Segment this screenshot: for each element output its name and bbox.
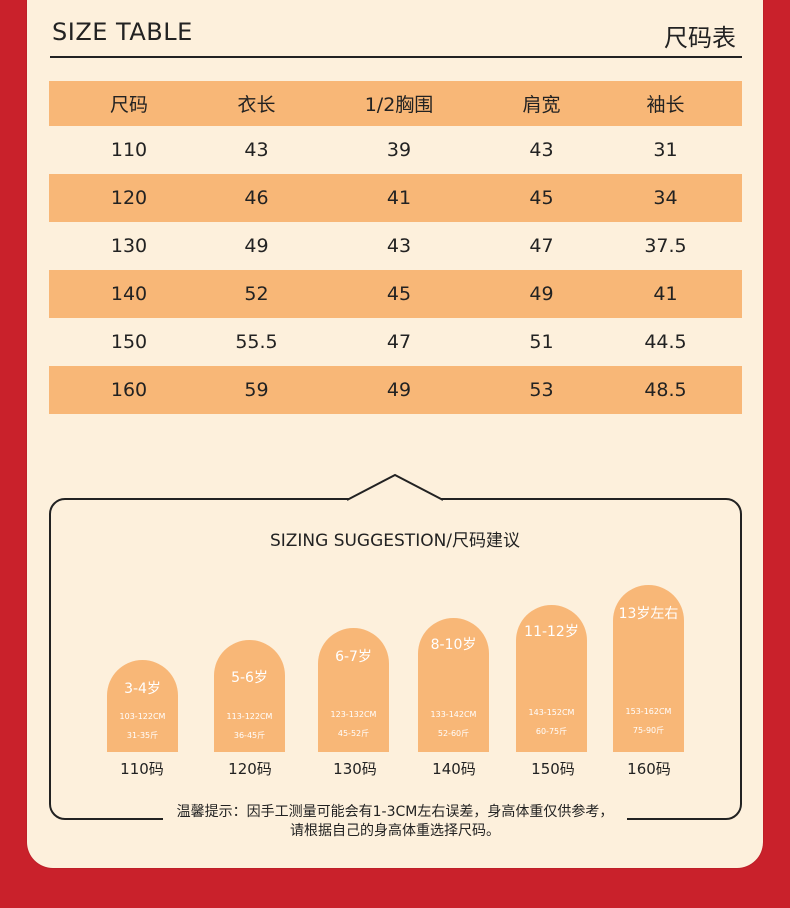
table-cell: 41	[589, 270, 742, 318]
table-cell: 51	[529, 331, 554, 353]
table-cell: 47	[529, 235, 554, 257]
weight-range: 36-45斤	[233, 731, 266, 740]
table-cell: 39	[386, 139, 412, 161]
column-header: 衣长	[209, 81, 304, 126]
table-cell: 45	[304, 270, 494, 318]
weight-range: 60-75斤	[535, 727, 568, 736]
table-cell: 43	[244, 139, 269, 161]
table-cell: 31	[653, 139, 678, 161]
tip-text: 温馨提示：因手工测量可能会有1-3CM左右误差，身高体重仅供参考， 请根据自己的…	[162, 803, 628, 841]
weight-range: 45-52斤	[337, 729, 370, 738]
table-header-row: 尺码 衣长 1/2胸围 肩宽 袖长	[49, 81, 742, 126]
table-cell: 55.5	[235, 331, 278, 353]
table-cell: 34	[589, 174, 742, 222]
suggestion-title: SIZING SUGGESTION/尺码建议	[269, 531, 521, 551]
table-cell: 120	[49, 174, 209, 222]
column-header: 肩宽	[494, 81, 589, 126]
table-row: 150 55.5 47 51 44.5	[49, 318, 742, 366]
age-label: 6-7岁	[335, 649, 372, 665]
height-range: 143-152CM	[528, 708, 575, 717]
size-label: 150码	[531, 760, 575, 778]
table-cell: 44.5	[644, 331, 687, 353]
height-range: 153-162CM	[625, 707, 672, 716]
age-label: 13岁左右	[618, 606, 679, 622]
column-header: 1/2胸围	[304, 81, 494, 126]
column-header: 袖长	[589, 81, 742, 126]
table-cell: 49	[304, 366, 494, 414]
size-bar-130: 6-7岁 123-132CM 45-52斤	[318, 628, 389, 752]
size-label: 130码	[333, 760, 377, 778]
weight-range: 52-60斤	[437, 729, 470, 738]
table-cell: 59	[209, 366, 304, 414]
table-cell: 140	[49, 270, 209, 318]
age-label: 5-6岁	[231, 670, 268, 686]
table-cell: 49	[244, 235, 269, 257]
size-bar-160: 13岁左右 153-162CM 75-90斤	[613, 585, 684, 752]
box-notch	[346, 473, 444, 501]
height-range: 133-142CM	[430, 710, 477, 719]
height-range: 113-122CM	[226, 712, 273, 721]
table-row: 140 52 45 49 41	[49, 270, 742, 318]
table-cell: 37.5	[644, 235, 687, 257]
page-header: SIZE TABLE 尺码表	[50, 0, 742, 58]
table-cell: 150	[110, 331, 148, 353]
header-title-cn: 尺码表	[664, 24, 736, 52]
weight-range: 75-90斤	[632, 726, 665, 735]
tip-note: 温馨提示：因手工测量可能会有1-3CM左右误差，身高体重仅供参考， 请根据自己的…	[0, 803, 790, 841]
size-label: 140码	[432, 760, 476, 778]
size-bar-120: 5-6岁 113-122CM 36-45斤	[214, 640, 285, 752]
size-bar-110: 3-4岁 103-122CM 31-35斤	[107, 660, 178, 752]
size-bar-150: 11-12岁 143-152CM 60-75斤	[516, 605, 587, 752]
size-table: 尺码 衣长 1/2胸围 肩宽 袖长 110 43 39 43 31 120 46…	[49, 81, 742, 414]
tip-line-2: 请根据自己的身高体重选择尺码。	[289, 823, 500, 839]
table-cell: 52	[209, 270, 304, 318]
table-row: 120 46 41 45 34	[49, 174, 742, 222]
height-range: 103-122CM	[119, 712, 166, 721]
size-label: 110码	[120, 760, 164, 778]
table-cell: 46	[209, 174, 304, 222]
table-cell: 43	[529, 139, 554, 161]
weight-range: 31-35斤	[126, 731, 159, 740]
age-label: 3-4岁	[124, 681, 161, 697]
table-cell: 45	[494, 174, 589, 222]
table-cell: 48.5	[589, 366, 742, 414]
table-row: 160 59 49 53 48.5	[49, 366, 742, 414]
table-cell: 49	[494, 270, 589, 318]
age-label: 11-12岁	[524, 624, 579, 640]
table-cell: 130	[110, 235, 148, 257]
age-label: 8-10岁	[430, 637, 477, 653]
size-label: 120码	[228, 760, 272, 778]
table-cell: 41	[304, 174, 494, 222]
table-cell: 47	[386, 331, 412, 353]
table-cell: 110	[110, 139, 148, 161]
height-range: 123-132CM	[330, 710, 377, 719]
table-row: 130 49 43 47 37.5	[49, 222, 742, 270]
tip-line-1: 温馨提示：因手工测量可能会有1-3CM左右误差，身高体重仅供参考，	[176, 804, 614, 820]
header-title-en: SIZE TABLE	[52, 18, 193, 46]
table-cell: 160	[49, 366, 209, 414]
table-row: 110 43 39 43 31	[49, 126, 742, 174]
size-label: 160码	[627, 760, 671, 778]
table-cell: 53	[494, 366, 589, 414]
size-bar-140: 8-10岁 133-142CM 52-60斤	[418, 618, 489, 752]
column-header: 尺码	[49, 81, 209, 126]
table-cell: 43	[386, 235, 412, 257]
